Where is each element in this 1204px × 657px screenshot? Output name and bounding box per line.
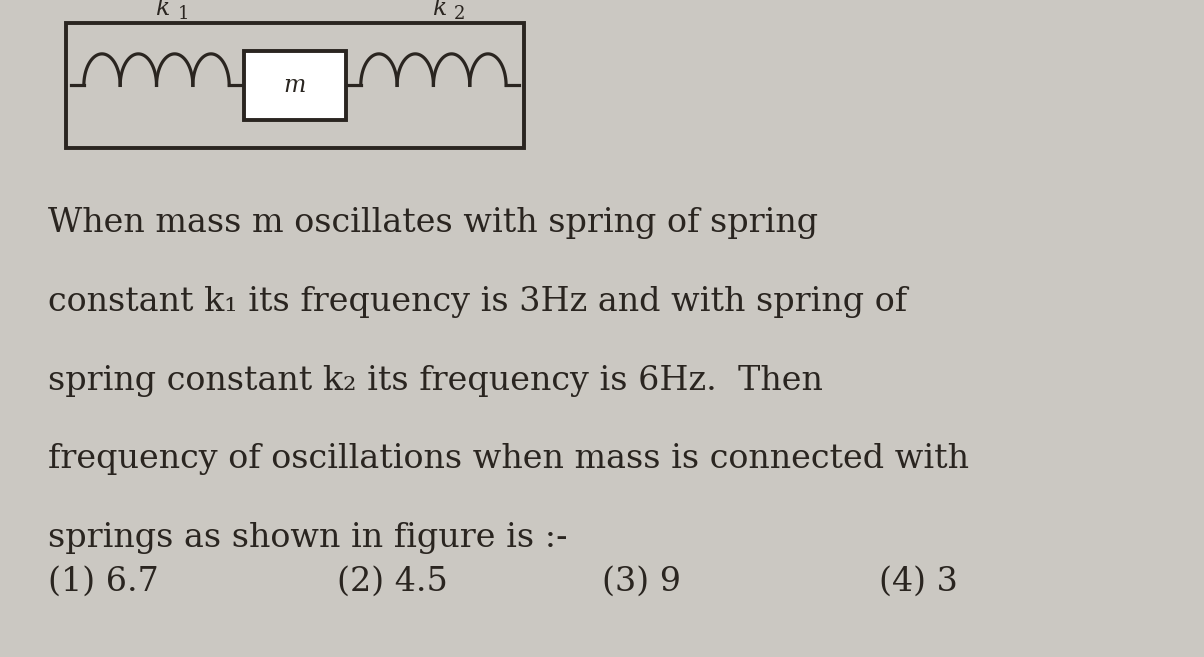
Text: (1) 6.7: (1) 6.7 (48, 566, 159, 598)
Text: k: k (155, 0, 170, 20)
Text: constant k₁ its frequency is 3Hz and with spring of: constant k₁ its frequency is 3Hz and wit… (48, 286, 908, 318)
Text: k: k (432, 0, 447, 20)
Text: springs as shown in figure is :-: springs as shown in figure is :- (48, 522, 567, 555)
Text: (3) 9: (3) 9 (602, 566, 681, 598)
Bar (66, 23, 524, 148)
Bar (244, 51, 346, 120)
Text: When mass m oscillates with spring of spring: When mass m oscillates with spring of sp… (48, 207, 819, 239)
Text: spring constant k₂ its frequency is 6Hz.  Then: spring constant k₂ its frequency is 6Hz.… (48, 365, 824, 397)
Text: 1: 1 (177, 5, 189, 23)
Text: frequency of oscillations when mass is connected with: frequency of oscillations when mass is c… (48, 443, 969, 476)
Text: (2) 4.5: (2) 4.5 (337, 566, 448, 598)
Text: (4) 3: (4) 3 (879, 566, 958, 598)
Text: 2: 2 (454, 5, 466, 23)
Text: m: m (284, 74, 306, 97)
